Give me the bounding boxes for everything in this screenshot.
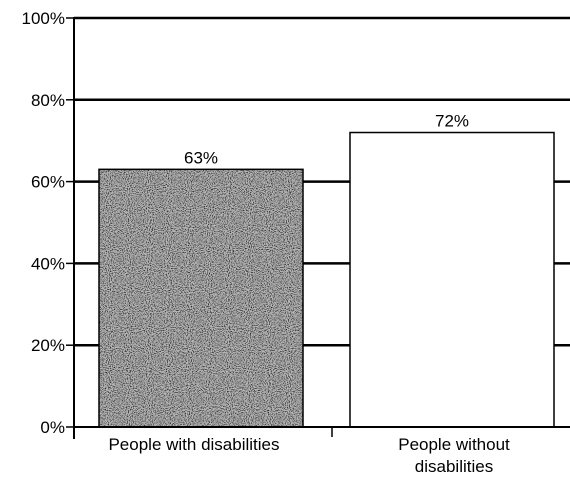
axes [66,17,570,439]
bar-people-without-disabilities [349,131,555,428]
bar-people-with-disabilities [98,168,304,428]
bar-texture [99,169,303,427]
x-category-label: People with disabilities [108,435,279,454]
y-tick-label: 100% [22,9,65,28]
y-tick-label: 40% [31,254,65,273]
data-label: 63% [184,148,218,167]
y-tick-label: 0% [40,418,65,437]
y-tick-label: 80% [31,91,65,110]
bars [98,131,555,428]
y-tick-label: 20% [31,336,65,355]
data-label: 72% [435,112,469,131]
y-tick-label: 60% [31,173,65,192]
x-category-label: People without disabilities [398,435,510,476]
labels: 0% 20% 40% 60% 80% 100% 63% People with disabil… [22,9,511,476]
